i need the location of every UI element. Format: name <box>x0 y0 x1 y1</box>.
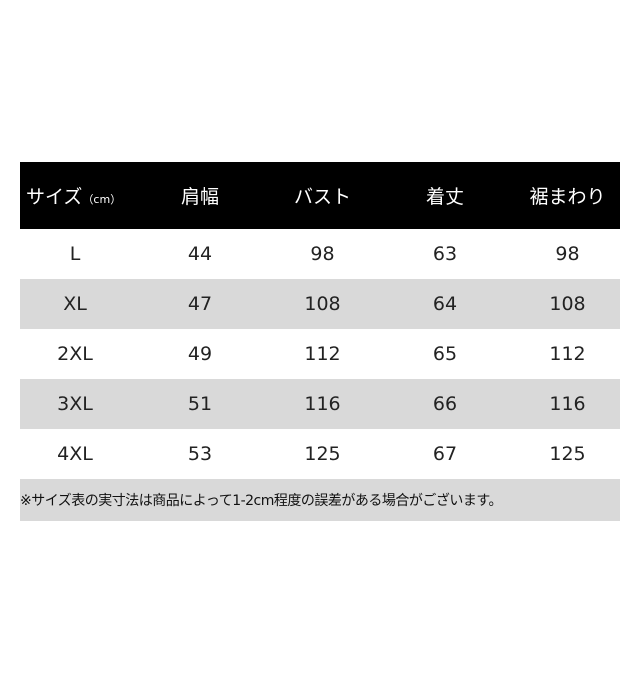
size-note: ※サイズ表の実寸法は商品によって1-2cm程度の誤差がある場合がございます。 <box>20 479 620 521</box>
table-cell: 125 <box>549 443 586 465</box>
table-cell: 112 <box>549 343 586 365</box>
table-row: L 44 98 63 98 <box>20 229 620 279</box>
table-cell: 3XL <box>57 393 93 415</box>
table-cell: 2XL <box>57 343 93 365</box>
table-cell: 98 <box>555 243 580 265</box>
table-cell: 116 <box>304 393 341 415</box>
table-cell: 51 <box>187 393 213 415</box>
table-row: XL 47 108 64 108 <box>20 279 620 329</box>
table-cell: 4XL <box>57 443 93 465</box>
table-row: 4XL 53 125 67 125 <box>20 429 620 479</box>
table-cell: 125 <box>304 443 341 465</box>
table-cell: 65 <box>432 343 458 365</box>
table-cell: 108 <box>549 293 586 315</box>
table-cell: 64 <box>432 293 458 315</box>
table-row: 2XL 49 112 65 112 <box>20 329 620 379</box>
table-cell: 53 <box>187 443 213 465</box>
header-length: 着丈 <box>425 186 464 208</box>
unit-label: （cm） <box>82 193 122 206</box>
table-cell: L <box>69 243 81 265</box>
header-shoulder: 肩幅 <box>180 186 219 208</box>
table-cell: 67 <box>432 443 458 465</box>
header-size: サイズ（cm） <box>20 182 130 209</box>
table-cell: 44 <box>187 243 213 265</box>
table-row: 3XL 51 116 66 116 <box>20 379 620 429</box>
table-cell: 49 <box>187 343 213 365</box>
header-hem: 裾まわり <box>529 186 606 208</box>
table-cell: 98 <box>310 243 335 265</box>
table-cell: XL <box>63 293 87 315</box>
table-cell: 66 <box>432 393 458 415</box>
size-chart-table: サイズ（cm） 肩幅 バスト 着丈 裾まわり L 44 98 63 98 XL 47 108 6… <box>20 162 620 521</box>
table-header-row: サイズ（cm） 肩幅 バスト 着丈 裾まわり <box>20 162 620 229</box>
table-cell: 112 <box>304 343 341 365</box>
header-bust: バスト <box>293 186 351 208</box>
table-cell: 63 <box>432 243 458 265</box>
table-cell: 108 <box>304 293 341 315</box>
table-cell: 47 <box>187 293 213 315</box>
table-cell: 116 <box>549 393 586 415</box>
header-size-label: サイズ <box>26 186 83 208</box>
